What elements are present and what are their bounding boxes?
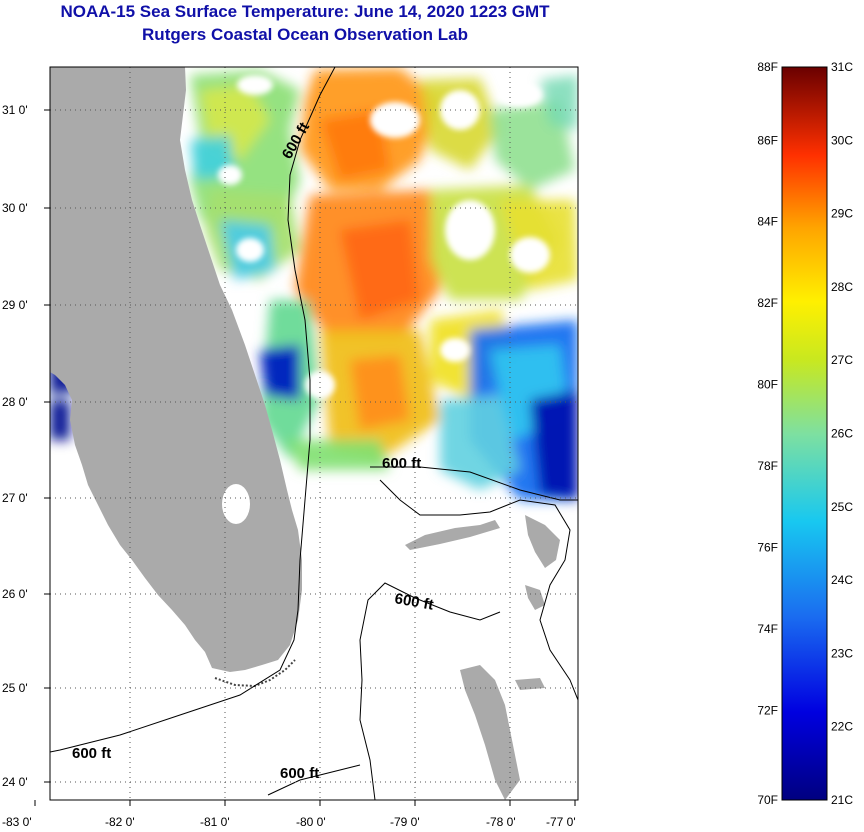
colorbar-c-label: 30C [831,133,853,147]
colorbar-labels: 88F 86F 84F 82F 80F 78F 76F 74F 72F 70F 31C 30C 29C 2… [757,60,853,807]
contour-label: 600 ft [280,765,319,782]
colorbar-c-label: 26C [831,427,853,441]
colorbar-c-label: 28C [831,280,853,294]
lon-tick-label: -79 0' [390,815,420,829]
colorbar-f-label: 86F [757,133,778,147]
cloud-mask [218,75,550,399]
lat-tick-label: 30 0' [2,201,28,215]
lat-tick-label: 28 0' [2,395,28,409]
lat-tick-label: 25 0' [2,681,28,695]
map-subtitle: Rutgers Coastal Ocean Observation Lab [142,25,468,44]
andros-island [460,665,520,800]
berry-islands [525,585,545,610]
land-layer [50,67,578,800]
colorbar-f-label: 78F [757,459,778,473]
lon-tick-label: -77 0' [546,815,576,829]
axis-ticks [34,109,576,806]
lat-tick-label: 26 0' [2,587,28,601]
colorbar-c-label: 23C [831,646,853,660]
abaco-island [525,515,560,568]
colorbar-f-label: 72F [757,703,778,717]
florida-keys [214,659,296,688]
map-title: NOAA-15 Sea Surface Temperature: June 14… [60,2,550,21]
colorbar-c-label: 24C [831,573,853,587]
contour-label: 600 ft [393,590,435,614]
lat-tick-label: 24 0' [2,775,28,789]
grand-bahama [405,520,500,550]
colorbar-c-label: 25C [831,500,853,514]
bahamas-bank-outline [379,479,578,701]
colorbar-f-label: 76F [757,541,778,555]
lon-tick-label: -78 0' [486,815,516,829]
lat-lon-grid [50,67,578,800]
lat-tick-label: 27 0' [2,491,28,505]
lat-tick-label: 29 0' [2,298,28,312]
lon-tick-label: -80 0' [296,815,326,829]
lat-tick-label: 31 0' [2,103,28,117]
lon-tick-label: -81 0' [200,815,230,829]
contour-label: 600 ft [72,745,111,762]
lon-tick-label: -82 0' [105,815,135,829]
isobath-600ft [50,67,578,800]
colorbar-f-label: 82F [757,296,778,310]
colorbar-f-label: 70F [757,793,778,807]
colorbar-c-label: 21C [831,793,853,807]
colorbar-c-label: 27C [831,353,853,367]
colorbar-f-label: 80F [757,378,778,392]
lake-okeechobee [222,484,250,524]
eleuthera-small [515,678,545,690]
colorbar [781,66,828,801]
colorbar-f-label: 74F [757,622,778,636]
colorbar-c-label: 29C [831,207,853,221]
colorbar-c-label: 31C [831,60,853,74]
colorbar-c-label: 22C [831,720,853,734]
colorbar-f-label: 84F [757,215,778,229]
contour-label: 600 ft [382,455,421,472]
map-frame [49,66,579,801]
lon-tick-label: -83 0' [2,815,32,829]
colorbar-f-label: 88F [757,60,778,74]
